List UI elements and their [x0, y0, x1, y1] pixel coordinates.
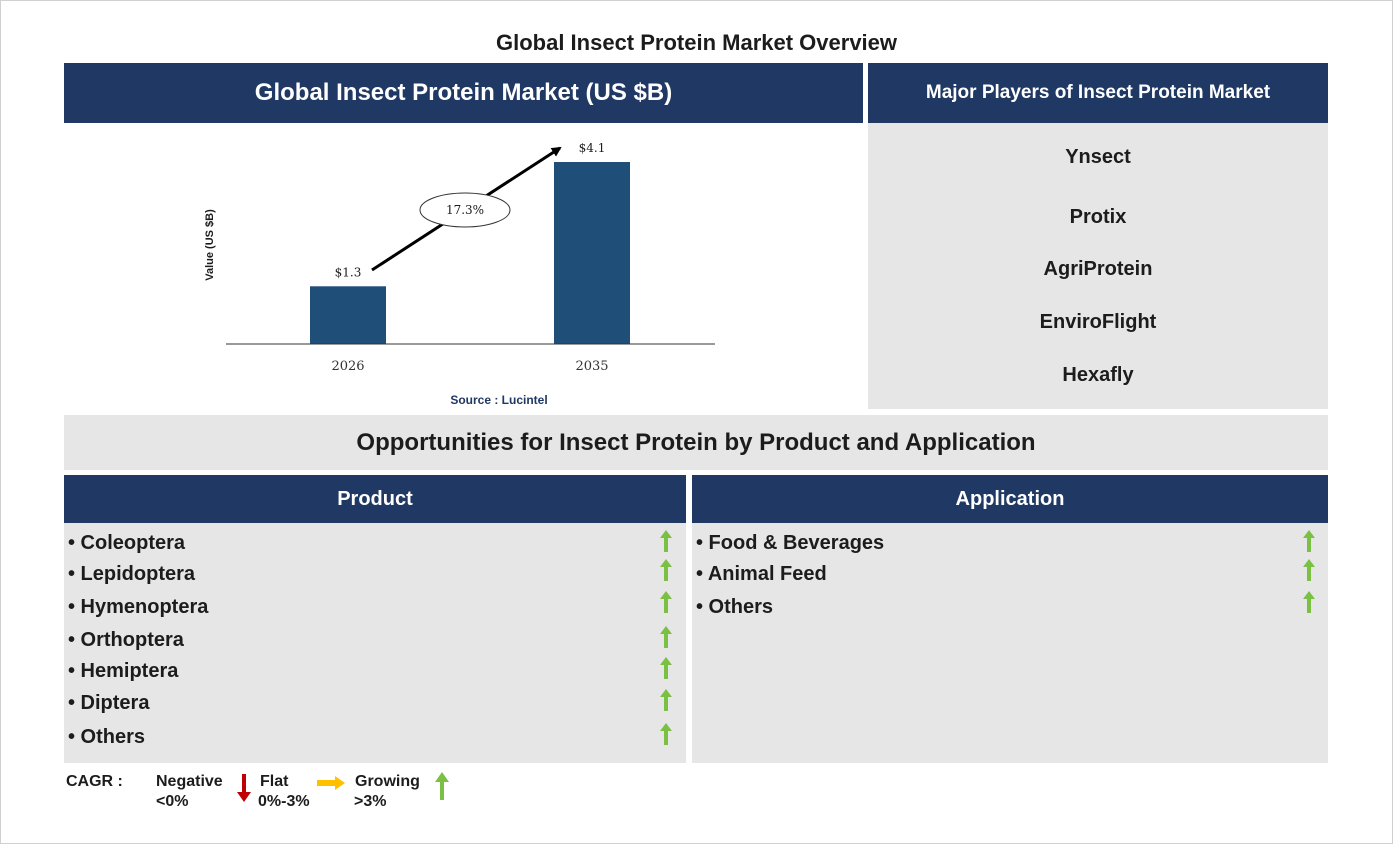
growing-arrow-icon: [435, 772, 449, 800]
product-item: • Hemiptera: [68, 660, 179, 682]
legend-growing-label: Growing: [355, 773, 420, 790]
application-header: Application: [692, 475, 1328, 523]
product-header: Product: [64, 475, 686, 523]
x-tick-label: 2026: [331, 359, 364, 374]
legend-growing-range: >3%: [354, 793, 387, 810]
chart-header: Global Insect Protein Market (US $B): [64, 63, 863, 123]
bar-2035: [554, 162, 630, 344]
x-tick-label: 2035: [575, 359, 608, 374]
application-item: • Animal Feed: [696, 563, 827, 585]
page-title: Global Insect Protein Market Overview: [495, 30, 898, 55]
flat-arrow-icon: [317, 776, 345, 790]
player-name: Ynsect: [1065, 146, 1131, 168]
growing-arrow-icon: [660, 657, 672, 679]
player-name: EnviroFlight: [1039, 311, 1157, 333]
bar-2026: [310, 286, 386, 344]
player-name: Protix: [1069, 206, 1127, 228]
growing-arrow-icon: [1303, 530, 1315, 552]
product-item: • Others: [68, 726, 146, 748]
player-name: Hexafly: [1062, 364, 1134, 386]
cagr-label: 17.3%: [446, 203, 484, 217]
negative-arrow-icon: [237, 774, 251, 802]
cagr-ellipse: [419, 192, 511, 228]
legend-flat-label: Flat: [260, 773, 289, 790]
growing-arrow-icon: [1303, 559, 1315, 581]
growing-arrow-icon: [660, 723, 672, 745]
growing-arrow-icon: [660, 559, 672, 581]
players-panel: Ynsect Protix AgriProtein EnviroFlight H…: [868, 123, 1328, 409]
growing-arrow-icon: [660, 626, 672, 648]
product-item: • Orthoptera: [68, 629, 184, 651]
chart-source: Source : Lucintel: [450, 393, 547, 407]
product-panel: • Coleoptera • Lepidoptera • Hymenoptera…: [64, 523, 686, 763]
y-axis-label: Value (US $B): [204, 209, 216, 281]
product-item: • Diptera: [68, 692, 150, 714]
bar-value-label: $4.1: [579, 141, 606, 155]
growing-arrow-icon: [660, 689, 672, 711]
players-header: Major Players of Insect Protein Market: [868, 63, 1328, 123]
growing-arrow-icon: [1303, 591, 1315, 613]
growing-arrow-icon: [660, 530, 672, 552]
growing-arrow-icon: [660, 591, 672, 613]
opportunities-title: Opportunities for Insect Protein by Prod…: [64, 415, 1328, 470]
product-item: • Coleoptera: [68, 532, 186, 554]
application-item: • Others: [696, 596, 774, 618]
product-item: • Lepidoptera: [68, 563, 196, 585]
legend-negative-range: <0%: [156, 793, 189, 810]
product-item: • Hymenoptera: [68, 596, 209, 618]
legend-negative-label: Negative: [156, 773, 223, 790]
legend-flat-range: 0%-3%: [258, 793, 310, 810]
legend-cagr-label: CAGR :: [66, 773, 123, 790]
application-panel: • Food & Beverages • Animal Feed • Other…: [692, 523, 1328, 763]
bar-chart: Value (US $B) $1.3 2026 $4.1 2035 17.3% Sou…: [204, 141, 715, 407]
bar-value-label: $1.3: [335, 265, 362, 279]
player-name: AgriProtein: [1043, 258, 1153, 280]
application-item: • Food & Beverages: [696, 532, 885, 554]
